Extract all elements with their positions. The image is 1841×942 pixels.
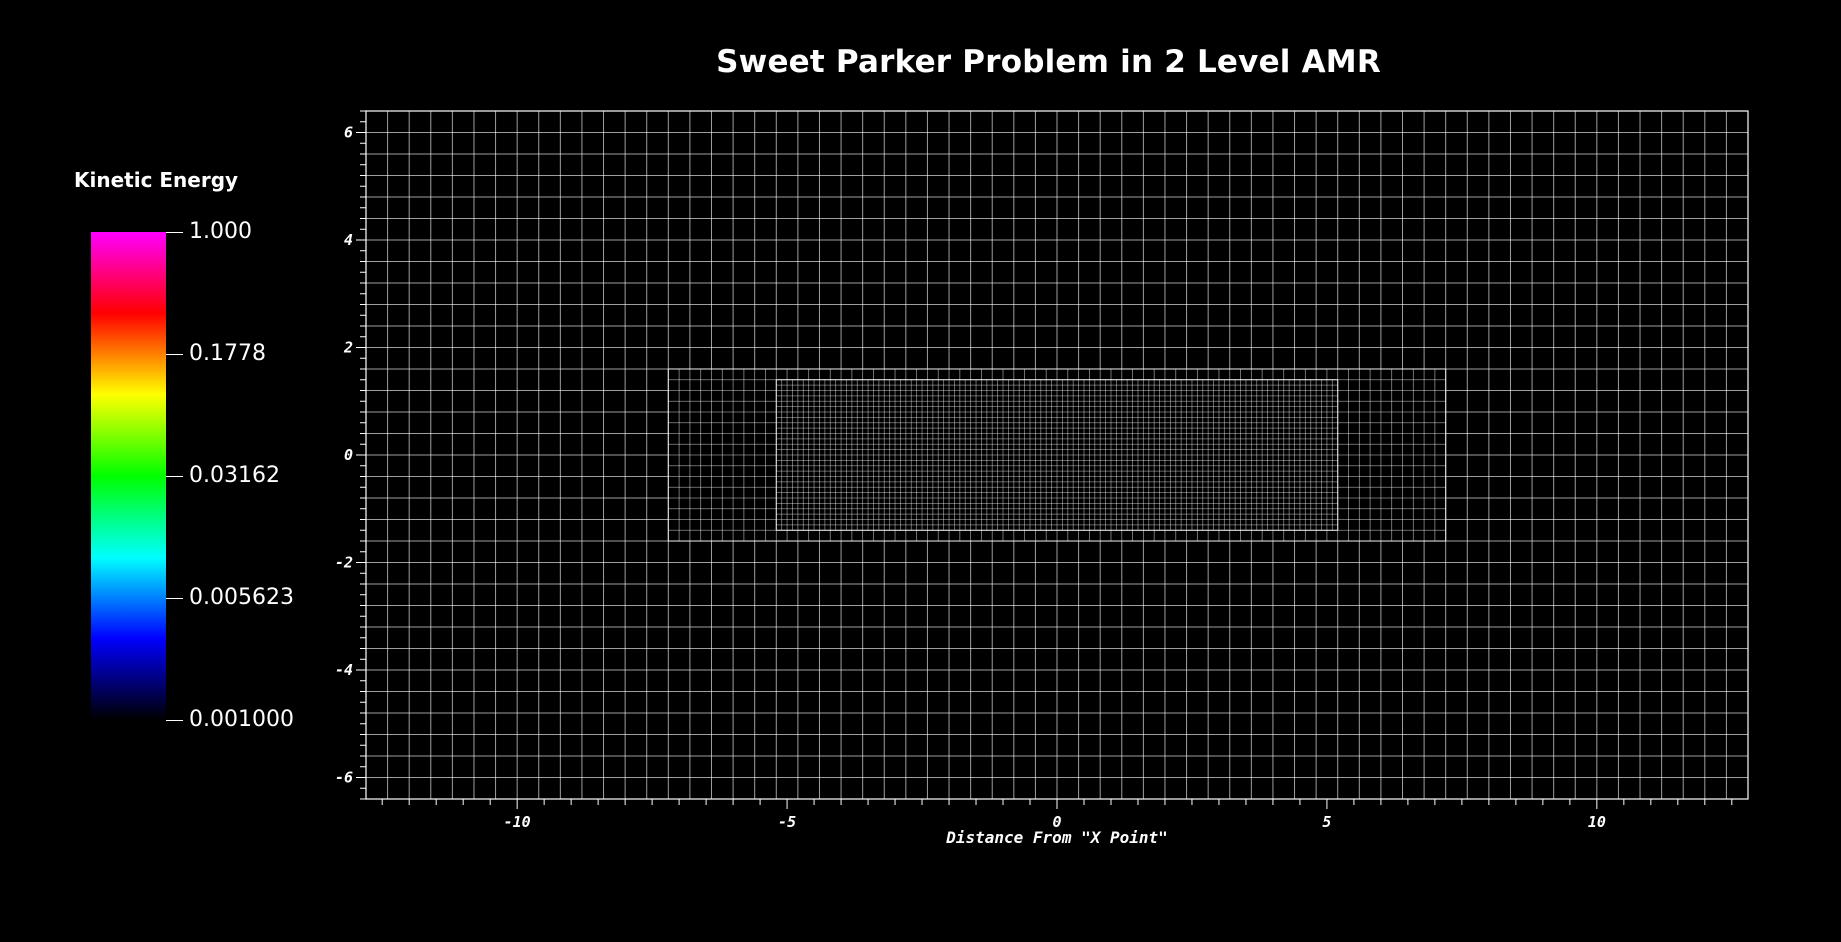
y-tick-label: 4 [344, 231, 353, 249]
mesh-level-1-boundary [667, 368, 1447, 542]
x-tick-label: 5 [1322, 813, 1331, 831]
chart-title: Sweet Parker Problem in 2 Level AMR [716, 44, 1381, 80]
colorbar-tick-label: 0.03162 [189, 463, 280, 488]
colorbar-tick [166, 354, 183, 355]
mesh-level-2-boundary [775, 379, 1339, 531]
colorbar-tick [166, 232, 183, 233]
colorbar-tick-label: 0.1778 [189, 341, 266, 366]
y-tick-label: -4 [335, 661, 353, 679]
x-tick-label: 10 [1588, 813, 1606, 831]
x-axis-label: Distance From "X Point" [946, 828, 1168, 847]
colorbar-title: Kinetic Energy [74, 168, 239, 192]
y-tick-label: -6 [335, 769, 353, 787]
y-tick-label: 2 [343, 339, 353, 357]
y-tick-label: 6 [344, 124, 353, 142]
colorbar-tick [166, 598, 183, 599]
colorbar-tick-label: 0.005623 [189, 585, 294, 610]
colorbar [91, 232, 166, 720]
x-tick-label: 0 [1052, 813, 1061, 831]
colorbar-tick [166, 476, 183, 477]
colorbar-tick [166, 720, 183, 721]
x-tick-label: -10 [504, 813, 531, 831]
colorbar-tick-label: 0.001000 [189, 707, 294, 732]
mesh-level-2 [775, 379, 1339, 531]
y-tick-label: -2 [335, 554, 353, 572]
y-tick-label: 0 [344, 446, 353, 464]
x-tick-label: -5 [778, 813, 796, 831]
colorbar-tick-label: 1.000 [189, 219, 252, 244]
